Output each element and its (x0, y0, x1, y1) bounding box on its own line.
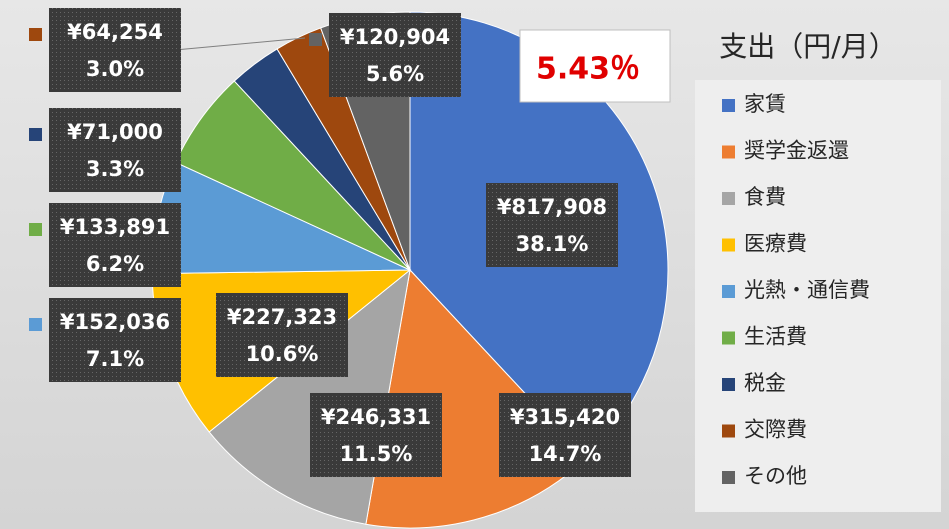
annotation: 5.43％ (536, 52, 640, 87)
percent-label: 38.1% (516, 232, 589, 256)
value-label: ¥133,891 (60, 215, 170, 239)
label-box (49, 8, 181, 92)
label-marker (309, 33, 322, 46)
percent-label: 3.0% (86, 57, 144, 81)
legend-marker (722, 285, 735, 298)
percent-label: 10.6% (246, 342, 319, 366)
label-box (49, 108, 181, 192)
label-marker (29, 128, 42, 141)
percent-label: 5.6% (366, 62, 424, 86)
legend-marker (722, 238, 735, 252)
label-box (310, 393, 442, 477)
annotation-box (519, 29, 671, 103)
legend-label: 食費 (744, 185, 786, 209)
legend-marker (722, 192, 735, 205)
label-box (216, 293, 348, 377)
legend-marker (722, 331, 735, 345)
value-label: ¥227,323 (227, 305, 337, 329)
legend-label: 税金 (744, 371, 786, 395)
legend-label: その他 (744, 464, 807, 488)
legend-marker (722, 99, 735, 112)
legend-box (695, 80, 941, 512)
legend-marker (722, 378, 735, 391)
value-label: ¥120,904 (340, 25, 450, 49)
legend-label: 医療費 (744, 232, 807, 256)
label-box (49, 298, 181, 382)
leader-line (174, 37, 306, 51)
legend-label: 交際費 (744, 418, 807, 442)
percent-label: 7.1% (86, 347, 144, 371)
value-label: ¥64,254 (67, 20, 163, 44)
value-label: ¥152,036 (60, 310, 170, 334)
legend-label: 家賃 (744, 92, 786, 116)
value-label: ¥246,331 (321, 405, 431, 429)
chart-title: 支出（円/月） (719, 30, 896, 63)
label-box (499, 393, 631, 477)
legend-label: 奨学金返還 (744, 139, 849, 163)
label-box (329, 13, 461, 97)
value-label: ¥817,908 (497, 195, 607, 219)
value-label: ¥315,420 (510, 405, 620, 429)
labels: ¥817,908 38.1% ¥315,420 14.7% ¥246,331 11.5% ¥… (29, 8, 631, 477)
percent-label: 6.2% (86, 252, 144, 276)
percent-label: 3.3% (86, 157, 144, 181)
value-label: ¥71,000 (67, 120, 163, 144)
label-marker (29, 223, 42, 236)
legend-label: 光熱・通信費 (744, 278, 870, 302)
legend-marker (722, 145, 735, 159)
label-box (486, 183, 618, 267)
label-marker (29, 28, 42, 41)
label-marker (29, 318, 42, 331)
percent-label: 11.5% (340, 442, 413, 466)
percent-label: 14.7% (529, 442, 602, 466)
legend-label: 生活費 (744, 325, 807, 349)
legend-marker (722, 424, 735, 438)
legend-marker (722, 471, 735, 484)
label-box (49, 203, 181, 287)
